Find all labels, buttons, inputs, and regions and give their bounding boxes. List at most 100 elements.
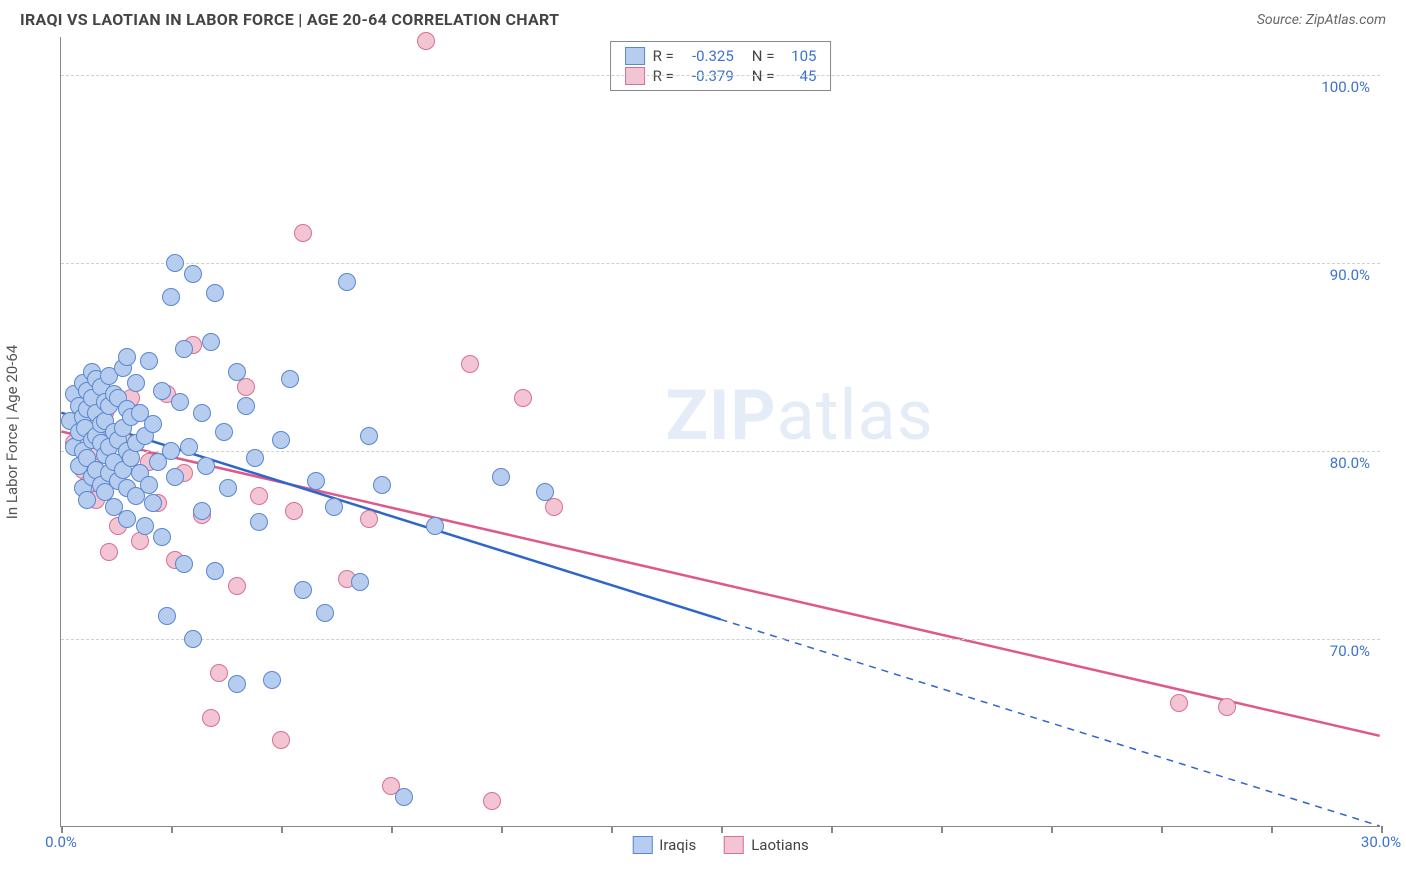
legend-swatch-laotians [724,836,744,854]
scatter-point-iraqis [171,393,189,411]
scatter-point-iraqis [180,438,198,456]
scatter-point-laotians [294,224,312,242]
scatter-point-laotians [272,731,290,749]
x-tick [391,826,393,833]
scatter-point-iraqis [351,573,369,591]
plot-area: ZIPatlas R =-0.325N =105R =-0.379N =45 I… [60,37,1380,827]
y-axis-title: In Labor Force | Age 20-64 [3,345,21,519]
x-tick [1051,826,1053,833]
x-tick [1161,826,1163,833]
n-value-iraqis: 105 [782,47,816,65]
n-label: N = [752,67,775,85]
scatter-point-iraqis [175,340,193,358]
scatter-point-iraqis [78,491,96,509]
scatter-point-laotians [250,487,268,505]
scatter-point-iraqis [250,513,268,531]
scatter-point-iraqis [118,348,136,366]
stats-row-iraqis: R = -0.325 N = 105 [625,46,817,66]
x-tick [721,826,723,833]
swatch-laotians [625,67,645,85]
scatter-point-iraqis [127,374,145,392]
chart-title: IRAQI VS LAOTIAN IN LABOR FORCE | AGE 20… [20,10,559,29]
scatter-point-iraqis [536,483,554,501]
scatter-point-iraqis [193,502,211,520]
chart-container: In Labor Force | Age 20-64 ZIPatlas R =-… [20,37,1386,827]
gridline-h [61,75,1380,76]
scatter-point-laotians [483,792,501,810]
scatter-point-iraqis [228,363,246,381]
scatter-point-iraqis [272,431,290,449]
y-tick-label: 100.0% [1321,78,1370,96]
scatter-point-iraqis [426,517,444,535]
scatter-point-iraqis [175,555,193,573]
legend-swatch-iraqis [632,836,652,854]
x-tick-label: 30.0% [1361,833,1401,851]
x-tick [1381,826,1383,833]
scatter-point-laotians [360,510,378,528]
stats-row-laotians: R =-0.379N =45 [625,66,817,86]
scatter-point-iraqis [140,352,158,370]
scatter-point-iraqis [184,265,202,283]
x-tick [281,826,283,833]
scatter-point-iraqis [237,397,255,415]
gridline-h [61,639,1380,640]
r-value-laotians: -0.379 [682,67,734,85]
scatter-point-laotians [237,378,255,396]
x-tick [501,826,503,833]
scatter-point-iraqis [492,468,510,486]
scatter-point-iraqis [162,288,180,306]
legend-label-laotians: Laotians [751,836,809,854]
scatter-point-iraqis [197,457,215,475]
scatter-point-iraqis [360,427,378,445]
y-tick-label: 80.0% [1330,454,1370,472]
scatter-point-laotians [545,498,563,516]
x-tick [1271,826,1273,833]
r-value-iraqis: -0.325 [682,47,734,65]
scatter-point-iraqis [158,607,176,625]
scatter-point-iraqis [202,333,220,351]
x-tick [61,826,63,833]
scatter-point-laotians [417,32,435,50]
scatter-point-iraqis [166,254,184,272]
scatter-point-iraqis [184,630,202,648]
gridline-h [61,263,1380,264]
n-label: N = [752,47,775,65]
scatter-point-iraqis [144,494,162,512]
legend-item-laotians: Laotians [724,836,809,854]
scatter-point-iraqis [294,581,312,599]
scatter-point-iraqis [338,273,356,291]
scatter-point-iraqis [153,528,171,546]
scatter-point-iraqis [246,449,264,467]
r-label: R = [653,47,674,65]
legend-item-iraqis: Iraqis [632,836,696,854]
scatter-point-iraqis [144,415,162,433]
scatter-point-iraqis [162,442,180,460]
scatter-point-laotians [100,543,118,561]
series-legend: Iraqis Laotians [632,836,809,854]
scatter-point-laotians [1170,694,1188,712]
scatter-point-iraqis [263,671,281,689]
scatter-point-iraqis [215,423,233,441]
scatter-point-iraqis [395,788,413,806]
x-tick-label: 0.0% [45,833,77,851]
scatter-point-iraqis [136,517,154,535]
scatter-point-iraqis [193,404,211,422]
scatter-point-laotians [461,355,479,373]
x-tick [171,826,173,833]
scatter-point-iraqis [316,604,334,622]
watermark: ZIPatlas [665,375,933,457]
x-tick [611,826,613,833]
chart-header: IRAQI VS LAOTIAN IN LABOR FORCE | AGE 20… [0,0,1406,37]
scatter-point-laotians [285,502,303,520]
scatter-point-iraqis [166,468,184,486]
y-tick-label: 70.0% [1330,642,1370,660]
y-tick-label: 90.0% [1330,266,1370,284]
scatter-point-laotians [514,389,532,407]
swatch-iraqis [625,47,645,65]
scatter-point-laotians [228,577,246,595]
scatter-point-iraqis [325,498,343,516]
scatter-point-iraqis [228,675,246,693]
scatter-point-laotians [1218,698,1236,716]
scatter-point-iraqis [153,382,171,400]
scatter-point-laotians [210,664,228,682]
